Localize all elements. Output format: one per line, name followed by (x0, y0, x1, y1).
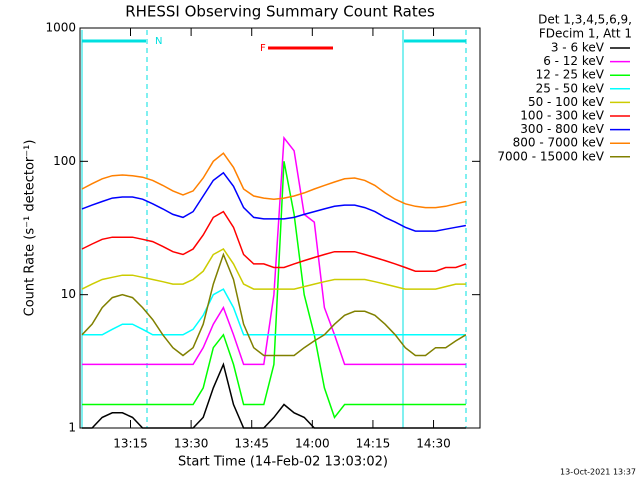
data-line (81, 171, 467, 232)
data-line (82, 288, 466, 336)
legend-label: 6 - 12 keV (543, 54, 605, 68)
legend-label: 50 - 100 keV (528, 95, 605, 109)
legend-label: 800 - 7000 keV (513, 136, 605, 150)
legend-label: 3 - 6 keV (551, 41, 605, 55)
plot-frame (79, 27, 481, 429)
data-line (81, 210, 467, 272)
chart-title: RHESSI Observing Summary Count Rates (125, 3, 435, 21)
data-line (82, 135, 466, 366)
data-line (81, 248, 466, 290)
legend-label: 100 - 300 keV (520, 109, 604, 123)
x-axis-label: Start Time (14-Feb-02 13:03:02) (178, 455, 388, 470)
flare-label: F (260, 43, 266, 54)
x-tick-label: 14:30 (416, 437, 451, 451)
timestamp: 13-Oct-2021 13:37 (560, 468, 636, 477)
y-tick-label: 1 (68, 421, 76, 435)
legend-label: 7000 - 15000 keV (497, 149, 604, 163)
y-tick-label: 10 (61, 287, 76, 301)
data-line (81, 252, 467, 357)
y-axis-label: Count Rate (s⁻¹ detector⁻¹) (23, 140, 38, 317)
legend-label: 300 - 800 keV (520, 122, 604, 136)
x-tick-label: 14:15 (356, 437, 391, 451)
y-tick-label: 100 (53, 154, 76, 168)
data-line (82, 161, 466, 419)
legend-label: 25 - 50 keV (536, 81, 605, 95)
data-line (81, 152, 467, 209)
legend-label: 12 - 25 keV (536, 68, 605, 82)
night-label: N (155, 36, 162, 47)
x-tick-label: 14:00 (295, 437, 330, 451)
legend-title: FDecim 1, Att 1 (539, 27, 632, 41)
y-tick-label: 1000 (45, 21, 76, 35)
x-tick-label: 13:30 (174, 437, 209, 451)
x-tick-label: 13:45 (234, 437, 269, 451)
legend-title: Det 1,3,4,5,6,9, (538, 13, 632, 27)
x-tick-label: 13:15 (113, 437, 148, 451)
